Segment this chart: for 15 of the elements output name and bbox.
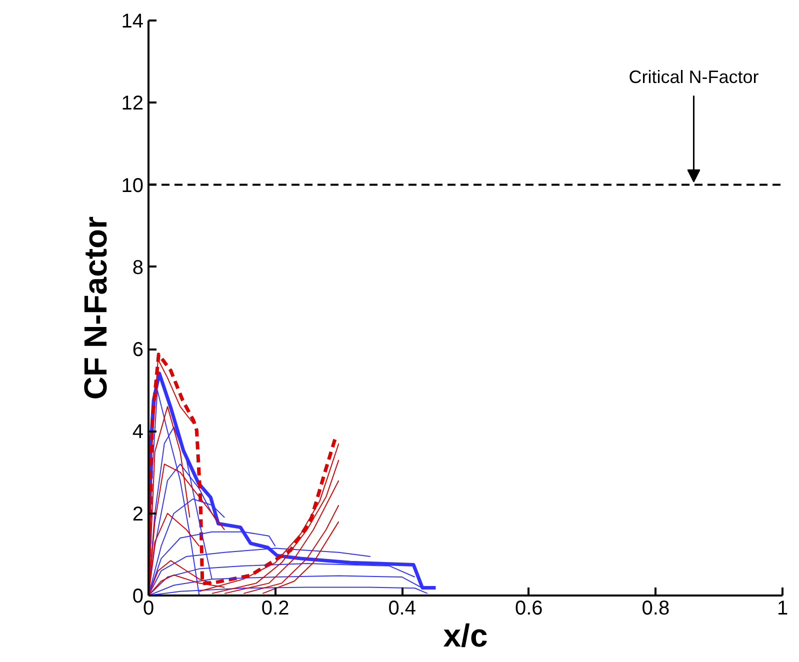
x-tick-label: 0.6	[515, 598, 543, 620]
annotation: Critical N-Factor	[628, 67, 759, 88]
x-tick-label: 0.8	[642, 598, 670, 620]
x-tick-label: 0.4	[388, 598, 416, 620]
y-tick-label: 14	[121, 10, 144, 32]
x-tick-label: 0.2	[261, 598, 290, 620]
y-tick-label: 8	[132, 256, 144, 279]
y-tick-label: 12	[121, 92, 144, 115]
x-tick-label: 1	[776, 598, 788, 620]
y-tick-label: 4	[132, 421, 144, 444]
y-tick-label: 10	[121, 174, 144, 197]
y-axis-title: CF N-Factor	[77, 216, 114, 400]
y-tick-label: 6	[132, 339, 144, 362]
y-tick-label: 2	[132, 503, 144, 526]
x-axis-title: x/c	[443, 618, 488, 654]
